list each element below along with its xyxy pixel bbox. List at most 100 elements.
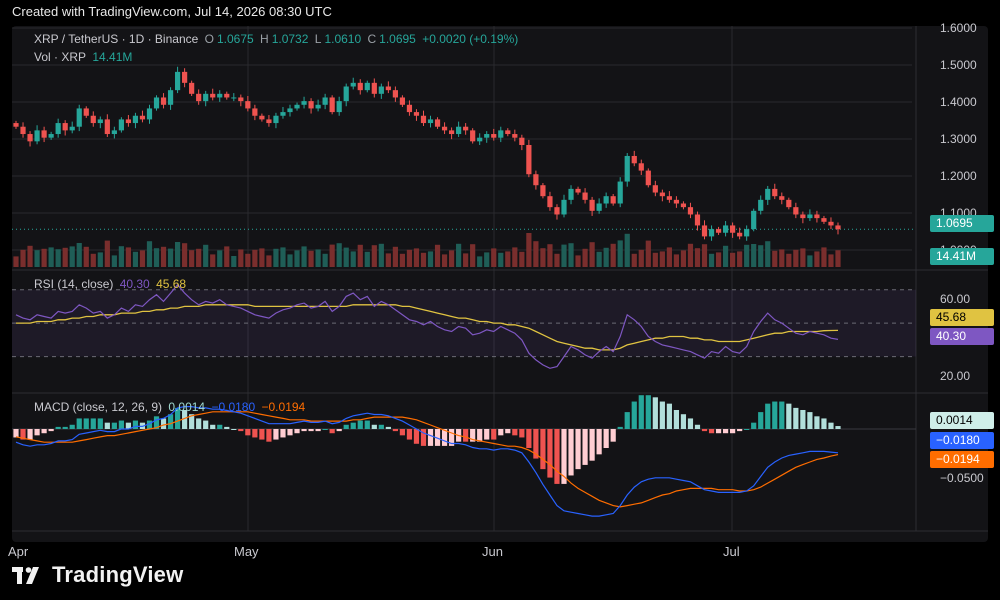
candle-body [603,196,609,204]
macd-histogram-bar [371,424,377,429]
macd-histogram-bar [245,429,251,436]
macd-histogram-bar [694,424,701,429]
candle-body [441,126,448,131]
volume-bar [659,251,665,267]
candle-body [687,207,694,215]
volume-bar [224,246,230,267]
macd-histogram-bar [512,429,518,436]
candle-body [540,185,546,197]
candle-body [69,126,75,131]
macd-hist-legend-value: 0.0014 [168,400,206,414]
candle-body [758,199,764,211]
macd-histogram-bar [252,429,258,438]
volume-bar [34,250,40,267]
candle-body [666,196,672,200]
macd-histogram-bar [547,429,553,478]
macd-histogram-bar [835,426,841,429]
macd-histogram-bar [441,429,448,446]
candle-body [97,119,103,124]
volume-bar [603,247,609,267]
candle-body [793,207,799,215]
macd-histogram-bar [814,416,820,429]
candle-body [174,71,181,91]
volume-label: Vol · XRP [34,50,87,64]
volume-bar [470,244,476,267]
candle-body [547,196,553,208]
macd-histogram-bar [687,418,694,429]
macd-histogram-bar [758,412,764,429]
volume-bar [673,254,680,267]
volume-bar [238,249,244,267]
macd-histogram-bar [708,429,715,434]
macd-histogram-bar [231,429,237,430]
macd-histogram-bar [104,422,110,429]
candle-body [146,108,153,120]
volume-bar [610,243,616,267]
rsi-legend[interactable]: RSI (14, close) 40.30 45.68 [34,277,189,291]
volume-bar [652,252,658,267]
candle-body [139,115,146,120]
macd-histogram-bar [364,420,370,429]
volume-bar [210,254,216,267]
tradingview-logo[interactable]: TradingView [12,562,183,588]
macd-histogram-bar [34,429,40,436]
candle-body [104,119,110,135]
volume-bar [20,249,26,267]
rsi-ma-tag: 45.68 [930,309,994,326]
volume-bar [448,250,455,267]
candle-body [701,225,708,237]
candle-body [470,130,476,142]
volume-bar [575,255,581,267]
macd-histogram-bar [294,429,300,434]
macd-legend[interactable]: MACD (close, 12, 26, 9) 0.0014 −0.0180 −… [34,400,308,414]
candle-body [196,93,202,102]
macd-histogram-bar [399,429,406,436]
macd-histogram-bar [673,409,680,429]
volume-bar [231,256,237,267]
candle-body [491,134,497,138]
chart-canvas[interactable] [12,26,988,542]
volume-bar [83,246,89,267]
volume-bar [217,250,223,267]
candle-body [41,130,47,138]
date-label-jun: Jun [482,544,503,559]
candle-body [673,199,680,204]
volume-bar [498,252,504,267]
volume-bar [392,246,398,267]
macd-histogram-bar [125,422,132,429]
macd-histogram-bar [751,422,757,429]
candle-body [287,108,293,113]
tradingview-logo-icon [12,567,39,584]
volume-bar [793,249,799,267]
macd-tick: −0.0500 [940,471,984,485]
candle-body [385,86,391,91]
volume-bar [118,246,124,267]
volume-legend[interactable]: Vol · XRP 14.41M [34,50,135,64]
macd-line [15,406,839,517]
macd-histogram-bar [280,429,286,438]
candle-body [420,115,427,124]
macd-histogram-bar [76,418,82,429]
open-value: 1.0675 [216,32,254,46]
macd-histogram-bar [238,429,244,432]
volume-bar [315,249,321,267]
volume-bar [259,248,265,267]
volume-bar [617,240,623,267]
candle-body [814,214,820,219]
price-tick: 1.3000 [940,132,977,146]
candle-body [210,93,216,98]
candle-body [259,115,265,120]
candle-body [343,86,349,102]
macd-histogram-bar [48,429,54,432]
macd-histogram-bar [301,429,307,432]
volume-bar [189,250,195,267]
price-tick: 1.4000 [940,95,977,109]
candle-body [575,188,581,193]
candle-body [659,192,665,197]
volume-bar [343,247,349,267]
macd-histogram-bar [666,403,672,429]
volume-bar [751,244,757,267]
macd-histogram-bar [821,418,827,429]
